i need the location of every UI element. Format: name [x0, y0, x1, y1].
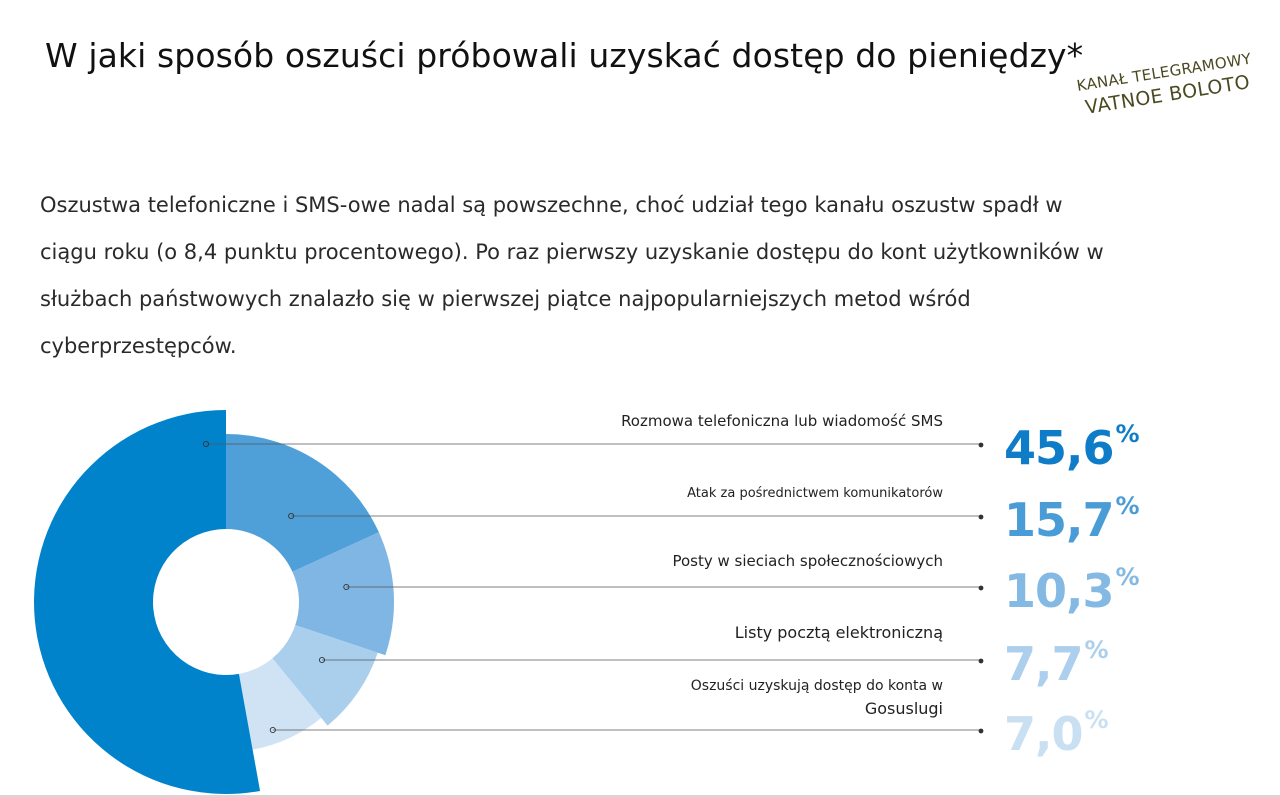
category-label: Rozmowa telefoniczna lub wiadomość SMS: [621, 412, 943, 430]
slice-dot: [202, 440, 210, 448]
category-label: Oszuści uzyskują dostęp do konta w: [691, 678, 943, 694]
value-label: 10,3: [1004, 564, 1114, 618]
category-label: Atak za pośrednictwem komunikatorów: [687, 486, 943, 501]
bottom-divider: [0, 795, 1280, 797]
description-line-3: służbach państwowych znalazło się w pier…: [40, 287, 971, 311]
pie-slice: [292, 532, 394, 656]
row-bullet: [978, 658, 984, 664]
pie-slice: [272, 625, 378, 726]
description-paragraph: Oszustwa telefoniczne i SMS-owe nadal są…: [40, 182, 1170, 370]
value-label: 7,0: [1004, 707, 1083, 761]
pie-slice: [226, 434, 379, 572]
description-line-4: cyberprzestępców.: [40, 334, 237, 358]
pie-slice: [34, 410, 261, 794]
category-label: Listy pocztą elektroniczną: [735, 623, 943, 642]
value-label: 15,7: [1004, 493, 1114, 547]
pie-slice: [238, 658, 322, 750]
row-bullet: [978, 728, 984, 734]
slice-dot: [318, 656, 326, 664]
value-label: 7,7: [1004, 637, 1083, 691]
unit-label: %: [1085, 636, 1109, 664]
donut-chart: Rozmowa telefoniczna lub wiadomość SMS 45…: [34, 410, 1140, 794]
slice-dot: [288, 512, 295, 520]
category-label: Posty w sieciach społecznościowych: [672, 552, 943, 570]
row-bullet: [978, 585, 984, 591]
unit-label: %: [1116, 420, 1140, 448]
category-label: Gosuslugi: [865, 699, 943, 718]
value-label: 45,6: [1004, 421, 1114, 475]
unit-label: %: [1085, 706, 1109, 734]
slice-dot: [269, 726, 276, 734]
unit-label: %: [1116, 563, 1140, 591]
unit-label: %: [1116, 492, 1140, 520]
chart-title: W jaki sposób oszuści próbowali uzyskać …: [45, 36, 1084, 75]
row-bullet: [978, 442, 984, 448]
watermark: KANAŁ TELEGRAMOWY VATNOE BOLOTO: [1064, 49, 1268, 121]
description-line-2: ciągu roku (o 8,4 punktu procentowego). …: [40, 240, 1104, 264]
description-line-1: Oszustwa telefoniczne i SMS-owe nadal są…: [40, 193, 1063, 217]
row-bullet: [978, 514, 984, 520]
slice-dot: [343, 583, 350, 591]
